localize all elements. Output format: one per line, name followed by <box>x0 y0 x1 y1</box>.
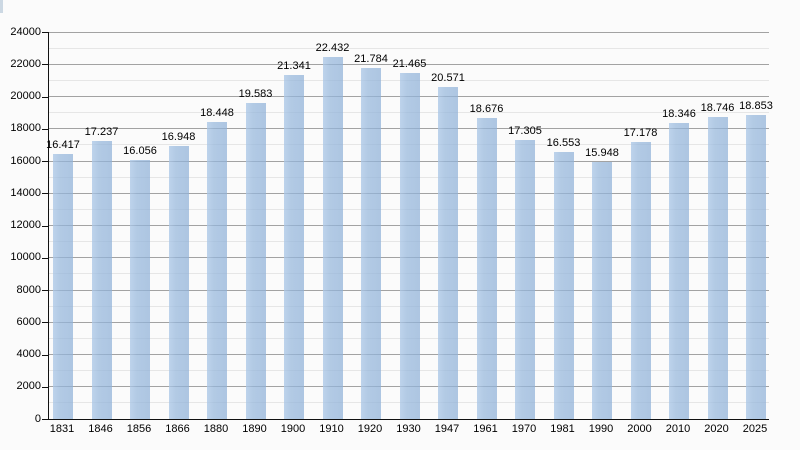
x-axis-label: 1920 <box>357 423 383 435</box>
bar-1856 <box>130 160 150 419</box>
bar-1961 <box>476 117 497 419</box>
x-axis-label: 1890 <box>242 423 267 435</box>
bar-value-label: 21.784 <box>354 52 388 65</box>
x-axis-label: 2010 <box>665 423 691 435</box>
x-axis-label: 1856 <box>126 423 152 435</box>
y-axis-label: 24000 <box>10 25 41 38</box>
x-axis-label: 2025 <box>742 423 768 435</box>
bar-value-label: 18.853 <box>739 100 773 112</box>
y-axis-label: 10000 <box>10 251 41 264</box>
bar-1880 <box>207 121 227 419</box>
bar-2000 <box>630 142 651 419</box>
bar-1910 <box>322 57 343 419</box>
bar-value-label: 18.746 <box>700 101 735 114</box>
bar-1846 <box>91 141 112 419</box>
bar-1981 <box>553 152 574 419</box>
y-axis-tick <box>42 386 48 388</box>
x-axis-label: 1990 <box>588 423 614 435</box>
y-axis-label: 18000 <box>10 122 41 135</box>
x-axis-label: 2020 <box>704 423 729 435</box>
y-axis-tick <box>42 354 48 356</box>
x-axis-label: 1970 <box>511 423 537 435</box>
bar-value-label: 22.432 <box>315 42 350 55</box>
x-axis-label: 1846 <box>88 423 113 435</box>
bar-1947 <box>438 87 458 419</box>
y-axis-tick <box>42 193 48 195</box>
bar-value-label: 17.237 <box>84 126 119 139</box>
bar-value-label: 21.465 <box>392 57 427 70</box>
bar-2025 <box>746 115 766 419</box>
y-axis-label: 6000 <box>16 315 41 328</box>
plot-area: 16.417 17.237 16.056 16.948 18.448 19.583 21.3… <box>46 31 773 420</box>
bar-value-label: 20.571 <box>431 72 465 85</box>
bar-value-label: 16.056 <box>123 145 157 158</box>
x-axis-label: 2000 <box>627 423 652 435</box>
bar-value-label: 18.448 <box>200 106 234 119</box>
bar-value-label: 16.553 <box>546 137 581 150</box>
y-axis-tick <box>42 290 48 291</box>
bar-1930 <box>399 72 420 419</box>
y-axis-tick <box>42 32 48 33</box>
bar-1920 <box>361 67 381 419</box>
gridline-minor <box>49 47 769 49</box>
y-axis-label: 16000 <box>10 154 41 167</box>
y-axis-tick <box>42 322 48 324</box>
x-axis-label: 1880 <box>203 423 229 435</box>
y-axis-label: 22000 <box>10 57 41 70</box>
bar-value-label: 15.948 <box>585 146 619 159</box>
x-axis-label: 1900 <box>280 423 306 435</box>
y-axis-label: 0 <box>34 412 41 425</box>
bar-1970 <box>515 139 535 419</box>
bar-value-label: 19.583 <box>238 88 273 101</box>
x-axis-label: 1961 <box>473 423 498 435</box>
x-axis-label: 1910 <box>319 423 344 435</box>
y-axis-label: 4000 <box>16 348 41 360</box>
x-axis-label: 1831 <box>49 423 75 435</box>
y-axis-tick <box>42 257 48 259</box>
y-axis-tick <box>42 128 48 130</box>
x-axis-label: 1866 <box>165 423 190 435</box>
y-axis-tick <box>42 64 48 66</box>
y-axis-tick <box>42 225 48 227</box>
bar-1866 <box>168 145 189 419</box>
x-axis-label: 1930 <box>396 423 421 435</box>
bar-value-label: 17.305 <box>508 124 542 137</box>
bar-2020 <box>707 116 728 419</box>
bar-value-label: 16.948 <box>161 130 196 143</box>
y-axis-tick <box>42 419 48 420</box>
y-axis-label: 20000 <box>10 90 41 102</box>
bar-value-label: 16.417 <box>46 139 80 152</box>
y-axis-tick <box>42 96 48 98</box>
y-axis-label: 12000 <box>10 219 41 231</box>
gridline-major <box>49 63 769 65</box>
bar-1831 <box>53 154 73 419</box>
gridline-major <box>49 31 769 33</box>
edge-artifact <box>0 0 3 13</box>
bar-1990 <box>592 161 612 419</box>
y-axis-label: 2000 <box>16 380 41 393</box>
x-axis-label: 1981 <box>550 423 575 435</box>
bar-2010 <box>669 123 689 419</box>
x-axis-label: 1947 <box>434 423 460 435</box>
y-axis-label: 14000 <box>10 186 41 199</box>
y-axis-label: 8000 <box>16 283 41 296</box>
y-axis-tick <box>42 161 48 162</box>
bar-1890 <box>245 103 266 419</box>
bar-value-label: 18.676 <box>469 102 504 115</box>
bar-value-label: 17.178 <box>623 127 658 140</box>
bar-value-label: 18.346 <box>662 108 696 121</box>
bar-1900 <box>284 74 304 419</box>
bar-value-label: 21.341 <box>277 59 311 72</box>
